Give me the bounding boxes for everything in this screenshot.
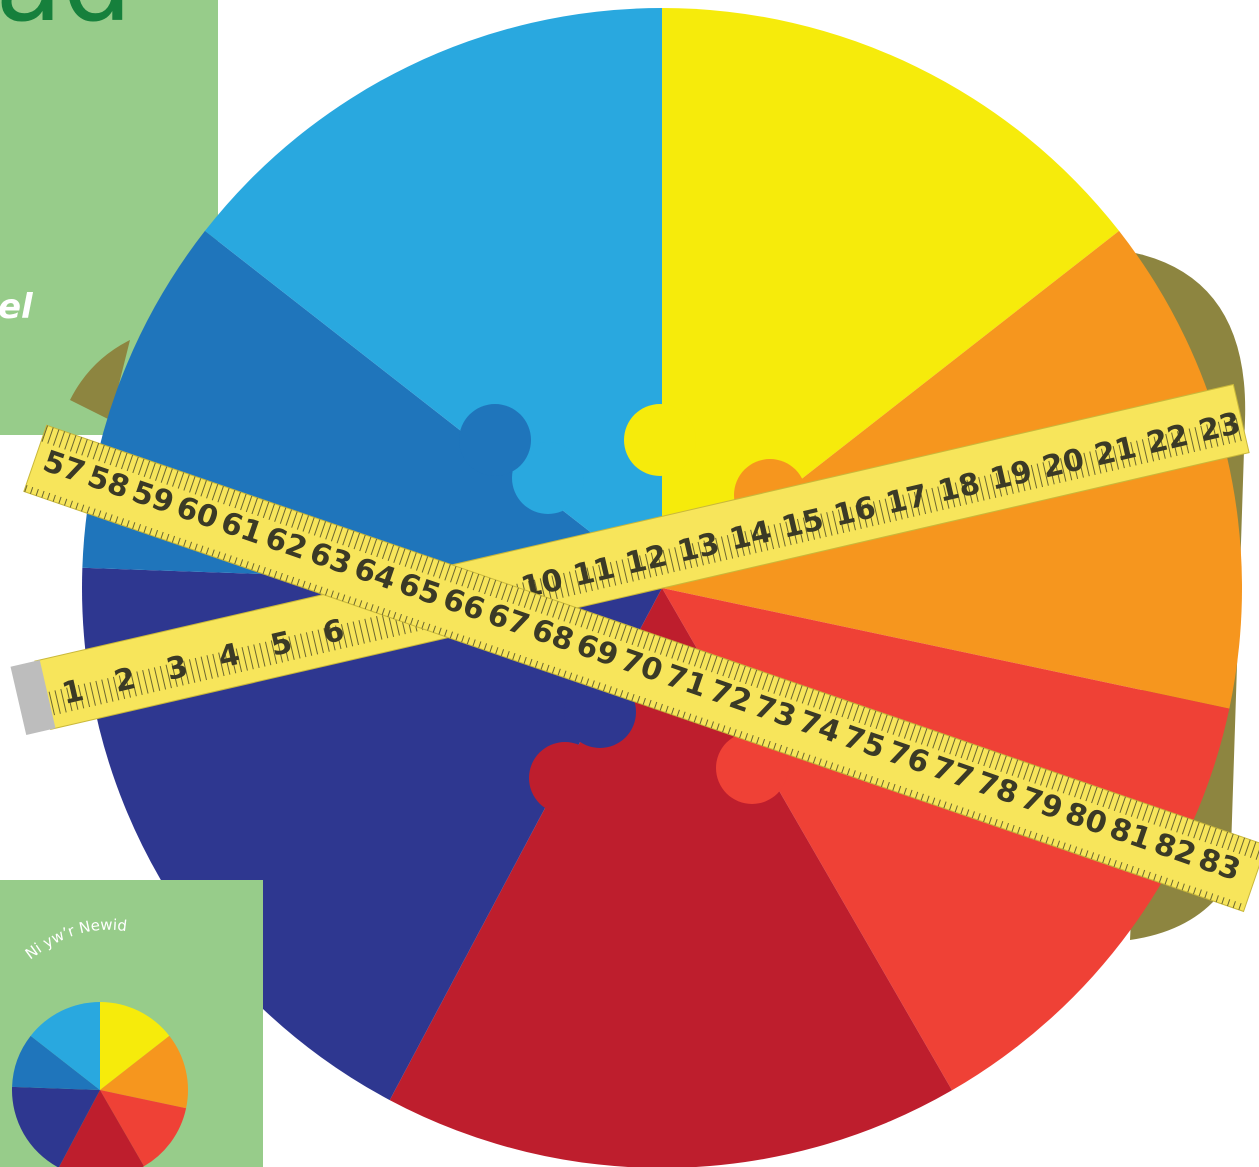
wheel-segment [389, 588, 952, 1167]
tape-front: 1 2 3 4 5 610 11 12 13 14 15 16 17 18 19 20 21 22 23 [10, 383, 1250, 735]
wheel-segment [100, 1035, 189, 1109]
puzzle-wheel [82, 8, 1242, 1167]
wheel-segment [12, 1086, 100, 1167]
wheel-segment [662, 8, 1120, 588]
puzzle-knob [624, 404, 696, 476]
badge-logo [12, 1002, 189, 1167]
puzzle-knob [716, 732, 788, 804]
tape-ticks [23, 425, 1259, 912]
tape-ticks [34, 384, 1250, 730]
tape-end [10, 660, 56, 735]
panel-subtitle: el [0, 287, 34, 327]
wheel-segment [59, 1090, 144, 1167]
wheel-segment [100, 1090, 187, 1167]
wheel-segment [30, 1002, 101, 1090]
puzzle-knob [529, 742, 601, 814]
panel-title: ad [0, 0, 132, 46]
puzzle-knob [459, 404, 531, 476]
wheel-segment [12, 1035, 101, 1090]
puzzle-knob [512, 442, 584, 514]
tape-top: 5758596061626364656667686970717273747576… [23, 424, 1259, 913]
wheel-segment [100, 1002, 170, 1090]
